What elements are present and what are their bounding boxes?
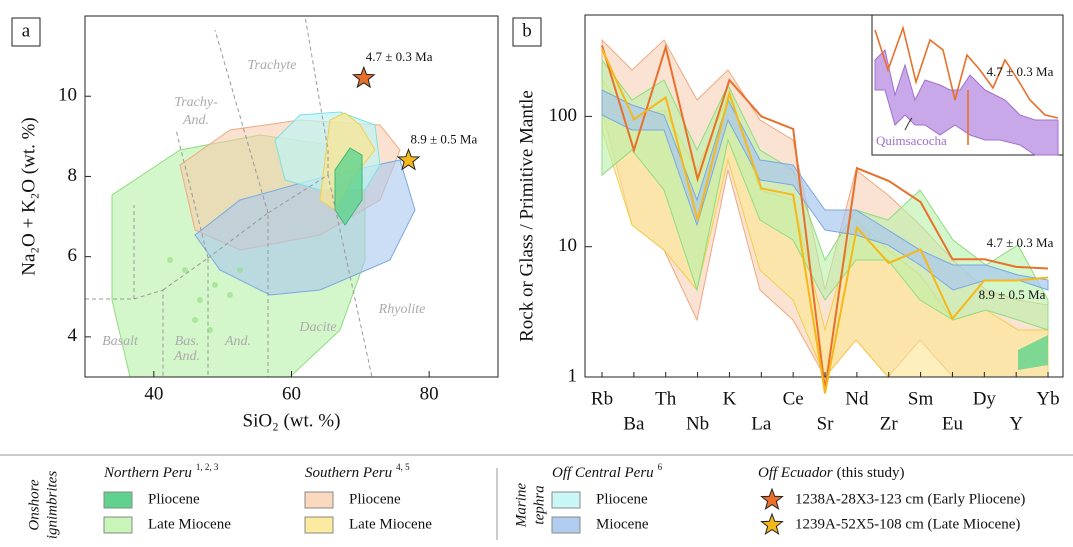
y-axis-label: Rock or Glass / Primitive Mantle bbox=[516, 90, 537, 342]
legend-group-name: Off Central Peru bbox=[552, 465, 654, 481]
y-tick-label: 10 bbox=[58, 85, 77, 106]
legend-group-name: Northern Peru bbox=[103, 465, 192, 481]
legend-swatch bbox=[103, 491, 133, 509]
panel-box bbox=[11, 17, 41, 47]
x-tick-label: 40 bbox=[144, 383, 163, 404]
legend-label: 1238A-28X3-123 cm (Early Pliocene) bbox=[795, 491, 1025, 507]
x-tick-label: Nd bbox=[845, 388, 869, 409]
legend-label: Pliocene bbox=[148, 491, 200, 507]
legend-group-title: Northern Peru 1, 2, 3 bbox=[103, 462, 219, 481]
trace-age-label: 8.9 ± 0.5 Ma bbox=[979, 287, 1046, 302]
fields-a bbox=[85, 16, 416, 377]
trace-line bbox=[601, 48, 1049, 394]
legend-group-refs: (this study) bbox=[837, 465, 905, 481]
sample-age-label: 8.9 ± 0.5 Ma bbox=[411, 131, 478, 146]
field-label: Trachy- bbox=[174, 95, 218, 110]
legend-label: Late Miocene bbox=[148, 516, 231, 532]
x-tick-label: Dy bbox=[973, 388, 997, 409]
field-label: And. bbox=[173, 349, 200, 364]
x-tick-label: 60 bbox=[282, 383, 301, 404]
legend-group-title: Southern Peru 4, 5 bbox=[305, 462, 410, 481]
trace-age-label: 4.7 ± 0.3 Ma bbox=[987, 235, 1054, 250]
legend-swatch bbox=[551, 491, 581, 509]
sample-age-label: 4.7 ± 0.3 Ma bbox=[366, 49, 433, 64]
legend-group-name: Off Ecuador bbox=[758, 465, 833, 481]
field-label: And. bbox=[224, 334, 251, 349]
legend-swatch bbox=[304, 491, 334, 509]
x-tick-label: Rb bbox=[591, 388, 613, 409]
x-axis-label: SiO₂ (wt. %) bbox=[243, 410, 341, 431]
x-tick-label: Eu bbox=[942, 413, 964, 434]
x-tick-label: Th bbox=[655, 388, 677, 409]
legend-group-refs: 1, 2, 3 bbox=[196, 462, 219, 472]
panel-box bbox=[512, 17, 542, 47]
panel-label: a bbox=[22, 20, 31, 41]
legend-group-refs: 4, 5 bbox=[396, 462, 410, 472]
legend-swatch bbox=[551, 516, 581, 534]
x-tick-label: Nb bbox=[686, 413, 709, 434]
x-tick-label: 80 bbox=[420, 383, 439, 404]
sample-star bbox=[351, 65, 376, 89]
legend-side-label: tephra bbox=[531, 485, 547, 524]
field-label: Dacite bbox=[298, 320, 336, 335]
x-tick-label: K bbox=[723, 388, 737, 409]
legend-group-title: Off Ecuador (this study) bbox=[758, 465, 905, 481]
x-tick-label: Sr bbox=[817, 413, 835, 434]
field-label: Basalt bbox=[102, 334, 139, 349]
legend-swatch bbox=[304, 516, 334, 534]
legend-star bbox=[760, 487, 784, 511]
y-tick-label: 1 bbox=[568, 365, 578, 386]
panel-label: b bbox=[522, 20, 532, 41]
x-tick-label: Y bbox=[1009, 413, 1023, 434]
legend-group-refs: 6 bbox=[658, 462, 663, 472]
legend-label: Miocene bbox=[596, 516, 649, 532]
x-tick-label: La bbox=[751, 413, 772, 434]
legend-group-name: Southern Peru bbox=[305, 465, 392, 481]
legend-label: Pliocene bbox=[596, 491, 648, 507]
y-axis-label: Na₂O + K₂O (wt. %) bbox=[18, 117, 39, 276]
legend-swatch bbox=[103, 516, 133, 534]
legend-group-title: Off Central Peru 6 bbox=[552, 462, 663, 481]
y-tick-label: 4 bbox=[68, 325, 78, 346]
field-label: Rhyolite bbox=[378, 302, 426, 317]
legend-side-label: ignimbrites bbox=[44, 471, 60, 539]
inset-site-label: Quimsacocha bbox=[876, 133, 947, 148]
y-tick-label: 10 bbox=[558, 235, 577, 256]
inset bbox=[871, 14, 1064, 156]
x-tick-label: Zr bbox=[880, 413, 899, 434]
field-label: And. bbox=[182, 113, 209, 128]
x-tick-label: Ba bbox=[623, 413, 645, 434]
y-tick-label: 8 bbox=[68, 165, 78, 186]
legend-side-label: Onshore bbox=[26, 479, 42, 530]
legend-label: Pliocene bbox=[349, 491, 401, 507]
y-tick-label: 6 bbox=[68, 245, 78, 266]
sample-star bbox=[396, 147, 421, 171]
legend-label: 1239A-52X5-108 cm (Late Miocene) bbox=[795, 516, 1020, 532]
x-tick-label: Ce bbox=[783, 388, 804, 409]
x-tick-label: Sm bbox=[908, 388, 934, 409]
legend-label: Late Miocene bbox=[349, 516, 432, 532]
field-label: Trachyte bbox=[248, 58, 297, 73]
legend-side-label: Marine bbox=[513, 483, 529, 529]
legend-star bbox=[760, 512, 784, 536]
y-tick-label: 100 bbox=[549, 105, 578, 126]
inset-age-label: 4.7 ± 0.3 Ma bbox=[987, 64, 1054, 79]
x-tick-label: Yb bbox=[1036, 388, 1059, 409]
field-label: Bas. bbox=[175, 334, 200, 349]
